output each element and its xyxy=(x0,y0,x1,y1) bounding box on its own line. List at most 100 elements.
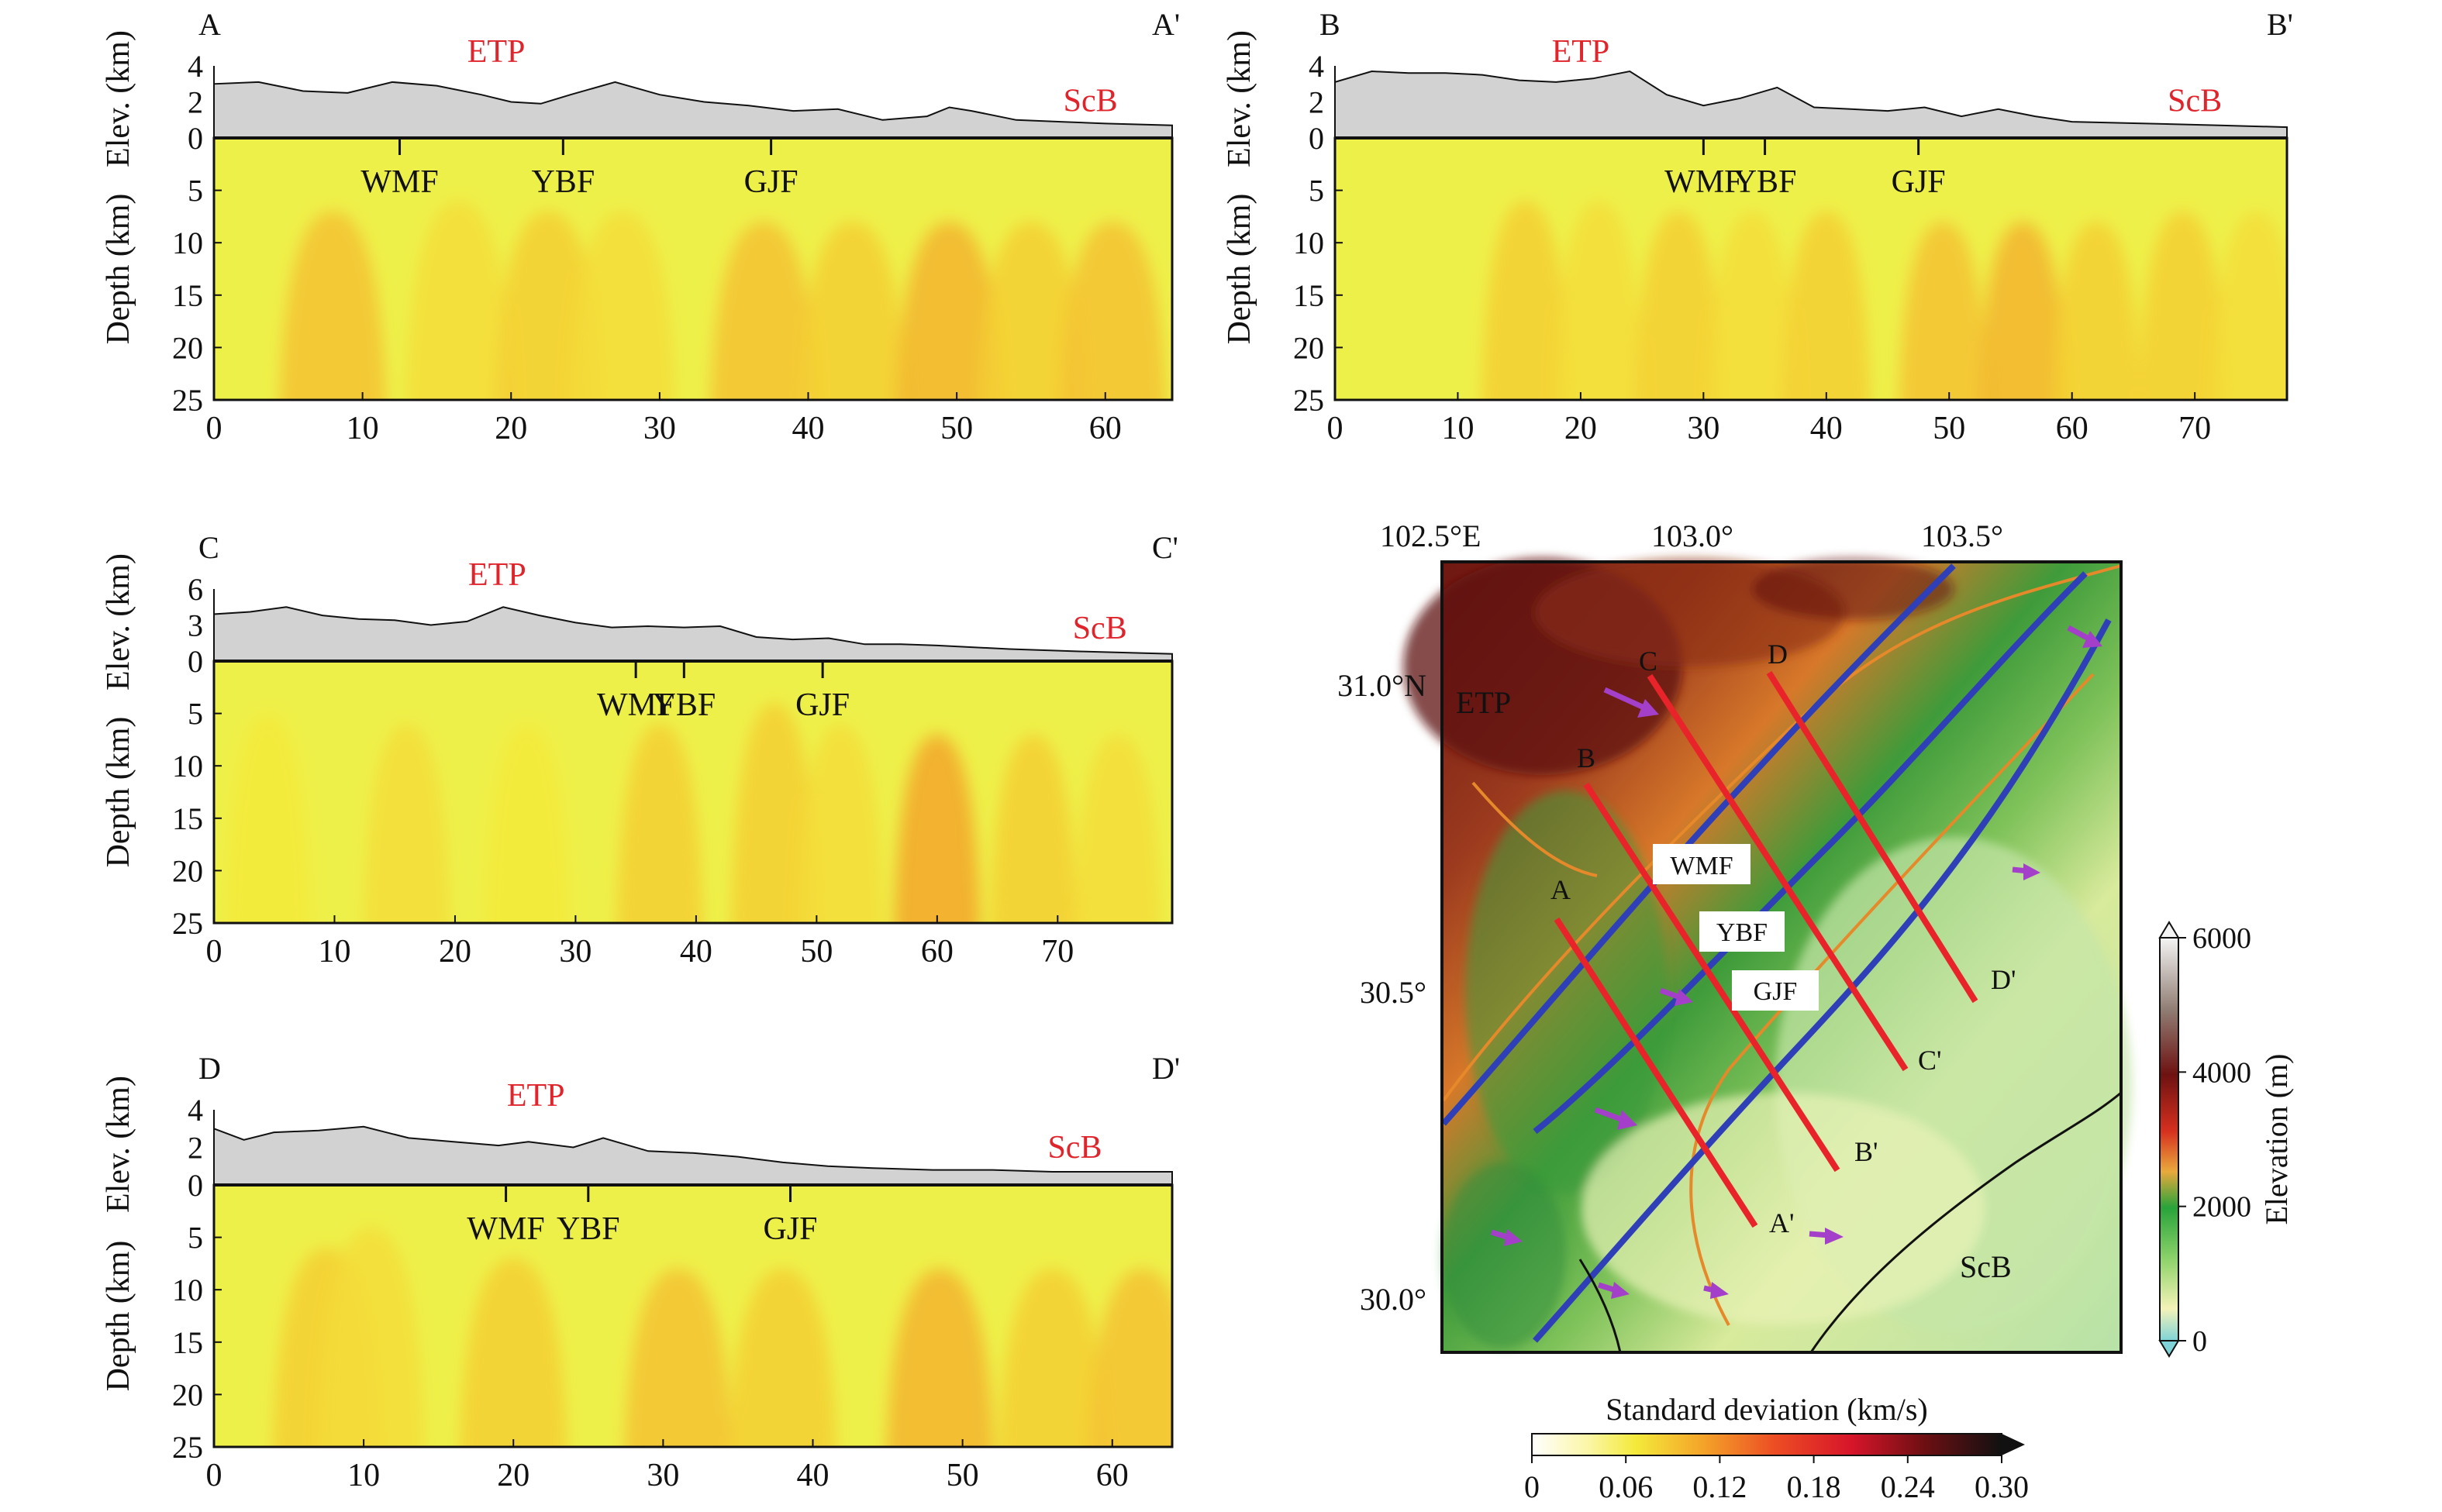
elev-axis-label: Elev. (km) xyxy=(101,30,136,167)
depth-tick-label: 15 xyxy=(172,1325,203,1360)
arrow-icon xyxy=(1603,687,1659,718)
std-anomaly-mark xyxy=(1088,1269,1172,1447)
depth-tick-label: 0 xyxy=(188,121,203,156)
std-anomaly-mark xyxy=(569,211,676,400)
fault-label-gjf: GJF xyxy=(795,687,850,723)
fault-label-wmf: WMF xyxy=(360,164,438,200)
x-tick-label: 70 xyxy=(1041,934,1074,970)
std-anomaly-mark xyxy=(886,1269,994,1447)
elev-tick-label: 4 xyxy=(188,49,203,84)
elevation-profile xyxy=(213,81,1173,139)
scb-label: ScB xyxy=(2168,84,2222,119)
profile-start-label: C xyxy=(198,530,219,565)
std-anomaly-mark xyxy=(731,703,818,923)
std-anomaly-mark xyxy=(894,734,981,923)
elev-axis-label: Elev. (km) xyxy=(101,1076,136,1213)
fault-label-ybf: YBF xyxy=(1733,164,1797,200)
std-anomaly-mark xyxy=(460,1258,567,1447)
anomaly-layer xyxy=(279,201,1166,400)
depth-tick-label: 20 xyxy=(1293,330,1324,365)
std-colorbar: Standard deviation (km/s) 0 0.06 0.12 0.18 0… xyxy=(1524,1392,2029,1504)
scb-label: ScB xyxy=(1073,611,1127,646)
x-tick-label: 20 xyxy=(439,934,471,970)
map-frame xyxy=(1440,560,2123,1354)
fault-label-ybf: YBF xyxy=(652,687,716,723)
x-tick-label: 0 xyxy=(206,1458,222,1493)
elevation-tick-label: 2000 xyxy=(2192,1191,2251,1224)
lat-tick-label: 30.5° xyxy=(1360,975,1426,1010)
std-anomaly-mark xyxy=(729,1269,836,1447)
map-profile-end-label: A' xyxy=(1769,1207,1794,1238)
map-scb-label: ScB xyxy=(1960,1249,2012,1284)
lon-tick-label: 103.5° xyxy=(1921,518,2003,553)
arrow-icon xyxy=(1490,1229,1523,1246)
map-profile-end-label: D' xyxy=(1991,964,2016,995)
depth-tick-label: 5 xyxy=(188,174,203,208)
map-lon-ticks: 102.5°E 103.0° 103.5° xyxy=(1380,518,2003,553)
depth-tick-label: 25 xyxy=(172,1430,203,1465)
x-tick-label: 30 xyxy=(1687,411,1719,446)
depth-tick-label: 5 xyxy=(188,1221,203,1255)
std-tick-label: 0.24 xyxy=(1881,1469,1935,1504)
fault-label-gjf: GJF xyxy=(744,164,798,200)
depth-tick-label: 25 xyxy=(172,906,203,941)
std-anomaly-mark xyxy=(1782,211,1871,400)
arrow-icon xyxy=(1597,1282,1630,1299)
arrow-icon xyxy=(2012,863,2040,880)
x-tick-label: 60 xyxy=(2056,411,2088,446)
depth-tick-label: 15 xyxy=(172,278,203,313)
lon-tick-label: 103.0° xyxy=(1651,518,1733,553)
elev-tick-label: 4 xyxy=(188,1093,203,1128)
profile-start-label: D xyxy=(198,1051,221,1086)
fault-label-gjf: GJF xyxy=(764,1211,818,1247)
elevation-tick-label: 4000 xyxy=(2192,1056,2251,1089)
x-tick-label: 20 xyxy=(1564,411,1597,446)
lon-tick-label: 102.5°E xyxy=(1380,518,1481,553)
x-tick-label: 20 xyxy=(497,1458,529,1493)
scb-label: ScB xyxy=(1064,84,1118,119)
map-profile-line xyxy=(1647,673,1909,1072)
elev-tick-label: 2 xyxy=(188,85,203,120)
map-profile-start-label: D xyxy=(1768,639,1788,670)
motion-arrows xyxy=(1490,625,2102,1299)
anomaly-layer xyxy=(225,703,1161,923)
std-colorbar-bar xyxy=(1531,1433,2002,1456)
std-anomaly-mark xyxy=(1060,222,1166,400)
x-tick-label: 40 xyxy=(792,411,825,446)
map-ybf-label: YBF xyxy=(1716,918,1768,947)
x-tick-label: 60 xyxy=(1089,411,1122,446)
std-anomaly-mark xyxy=(999,1269,1106,1447)
std-tick-label: 0.06 xyxy=(1599,1469,1653,1504)
x-tick-label: 60 xyxy=(1096,1458,1129,1493)
map-panel: A A' B B' C C' D D' WMF YBF GJF ETP ScB 102.5°E… xyxy=(1337,518,2132,1354)
colorbar-top-arrow-icon xyxy=(2158,921,2180,939)
x-tick-label: 0 xyxy=(206,411,222,446)
x-tick-label: 10 xyxy=(1441,411,1474,446)
depth-tick-label: 25 xyxy=(172,383,203,418)
x-tick-label: 0 xyxy=(1327,411,1343,446)
depth-tick-label: 5 xyxy=(1309,174,1324,208)
arrow-icon xyxy=(1809,1228,1844,1245)
std-anomaly-mark xyxy=(1074,734,1161,923)
std-anomaly-mark xyxy=(2138,211,2226,400)
gjf-label-box xyxy=(1732,970,1819,1011)
scb-label: ScB xyxy=(1047,1130,1102,1166)
x-tick-label: 40 xyxy=(1810,411,1843,446)
depth-axis-label: Depth (km) xyxy=(101,1241,136,1392)
depth-tick-label: 15 xyxy=(172,801,203,836)
elevation-colorbar-label: Elevation (m) xyxy=(2259,1053,2294,1224)
x-tick-label: 40 xyxy=(680,934,712,970)
std-anomaly-mark xyxy=(364,724,450,923)
elev-axis-label: Elev. (km) xyxy=(101,553,136,691)
profile-end-label: C' xyxy=(1152,530,1178,565)
arrow-icon xyxy=(1703,1282,1729,1299)
depth-tick-label: 10 xyxy=(172,226,203,260)
map-etp-label: ETP xyxy=(1456,685,1511,720)
boundary-lines xyxy=(1578,1091,2122,1353)
anomaly-layer xyxy=(272,1227,1172,1447)
map-profile-line xyxy=(1766,670,1978,1004)
depth-axis-label: Depth (km) xyxy=(101,717,136,868)
elevation-colorbar-ticks: 0 2000 4000 6000 xyxy=(2178,922,2251,1358)
elevation-colorbar-bar xyxy=(2159,937,2179,1342)
